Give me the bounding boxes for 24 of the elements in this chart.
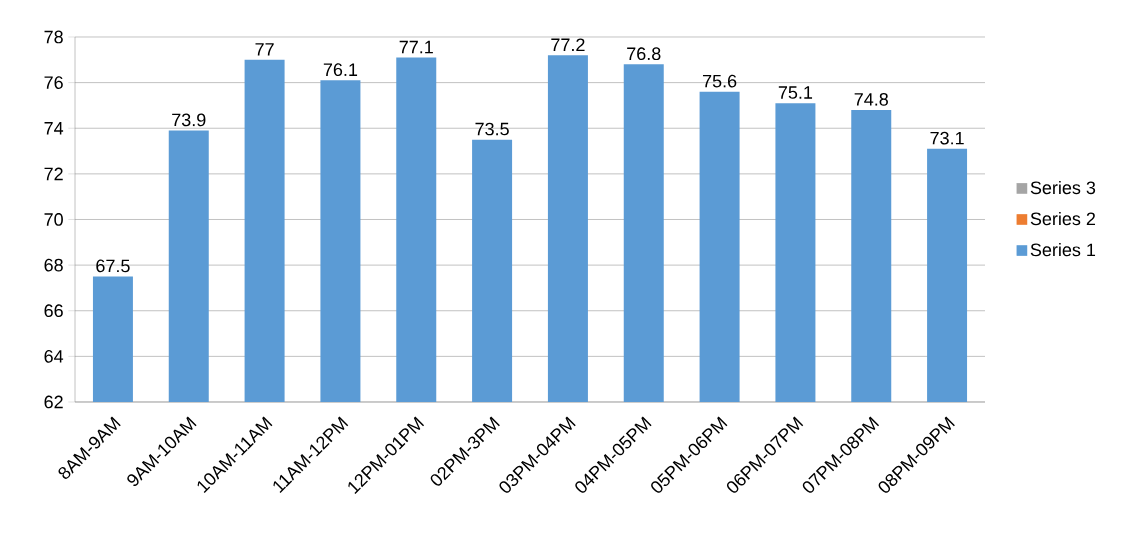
data-label: 77.1 <box>399 40 433 54</box>
data-label: 76.1 <box>323 63 358 77</box>
y-tick-label: 74 <box>44 122 64 135</box>
y-tick-label: 68 <box>44 258 63 272</box>
y-tick-label: 70 <box>44 213 63 226</box>
data-label: 67.5 <box>96 259 130 273</box>
y-tick-label: 76 <box>44 76 63 89</box>
data-label: 77.2 <box>551 38 585 51</box>
legend-label: Series 2 <box>1030 211 1096 226</box>
data-label: 75.6 <box>702 74 737 88</box>
legend-label: Series 3 <box>1030 180 1096 195</box>
y-tick-label: 66 <box>44 304 63 318</box>
data-label: 74.8 <box>854 92 888 106</box>
data-label: 77 <box>255 43 274 56</box>
data-label: 75.1 <box>778 86 813 99</box>
y-tick-label: 62 <box>44 395 63 409</box>
data-label: 73.1 <box>930 131 964 145</box>
y-tick-label: 64 <box>44 349 64 363</box>
data-label: 73.5 <box>475 122 509 136</box>
legend-label: Series 1 <box>1030 243 1096 257</box>
y-tick-label: 78 <box>44 30 63 44</box>
data-label: 76.8 <box>627 47 661 61</box>
y-tick-label: 72 <box>44 167 63 181</box>
data-label: 73.9 <box>172 113 206 127</box>
